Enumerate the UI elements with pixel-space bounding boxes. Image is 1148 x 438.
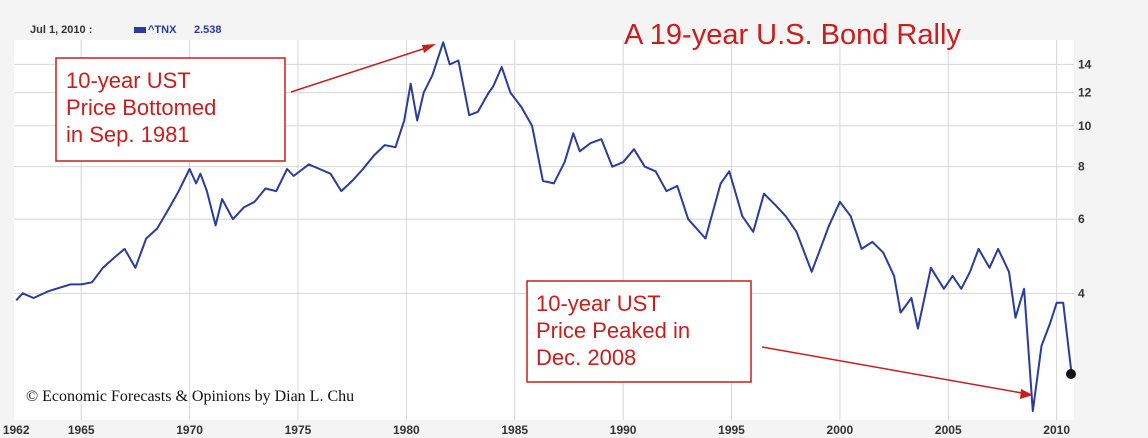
arrowhead-peak-icon — [1020, 389, 1033, 399]
x-tick-label: 1990 — [610, 423, 637, 437]
x-tick-label: 1962 — [3, 423, 30, 437]
y-tick-label: 12 — [1078, 86, 1092, 100]
x-tick-label: 2000 — [827, 423, 854, 437]
y-tick-label: 4 — [1078, 286, 1085, 300]
x-tick-label: 1965 — [68, 423, 95, 437]
annotation-bottom-line-3: in Sep. 1981 — [66, 122, 190, 147]
legend-series-label: ^TNX — [148, 24, 177, 36]
chart-title: A 19-year U.S. Bond Rally — [624, 19, 961, 51]
y-axis-ticks: 4 6 8 10 12 14 — [1078, 57, 1092, 300]
series-line-tnx — [15, 41, 1073, 413]
x-tick-label: 1995 — [718, 423, 745, 437]
annotation-arrow-peak — [761, 346, 1023, 394]
annotation-arrow-bottom — [290, 47, 427, 93]
y-tick-label: 10 — [1078, 119, 1092, 133]
credit-text: © Economic Forecasts & Opinions by Dian … — [26, 388, 354, 405]
annotation-box-bottom — [55, 57, 286, 162]
legend-last-value: 2.538 — [194, 24, 222, 36]
x-tick-label: 1980 — [393, 423, 420, 437]
annotation-peak-line-1: 10-year UST — [536, 291, 661, 316]
annotation-bottom-line-2: Price Bottomed — [66, 95, 216, 120]
y-tick-label: 6 — [1078, 212, 1085, 226]
x-tick-label: 1975 — [285, 423, 312, 437]
x-tick-label: 2010 — [1043, 423, 1070, 437]
legend-swatch — [134, 27, 146, 33]
series-lines — [15, 41, 1073, 413]
annotation-bottom-line-1: 10-year UST — [66, 68, 191, 93]
last-value-marker — [1066, 369, 1076, 379]
x-tick-label: 1985 — [501, 423, 528, 437]
header-date: Jul 1, 2010 : — [30, 24, 92, 36]
x-tick-label: 1970 — [176, 423, 203, 437]
y-tick-label: 8 — [1078, 160, 1085, 174]
y-tick-label: 14 — [1078, 57, 1092, 71]
arrowhead-bottom-icon — [422, 44, 436, 53]
x-tick-label: 2005 — [935, 423, 962, 437]
annotation-box-peak — [526, 280, 752, 383]
x-axis-ticks: 1962 1965 1970 1975 1980 1985 1990 1995 2000 2005… — [3, 423, 1071, 437]
annotation-peak-line-3: Dec. 2008 — [536, 345, 636, 370]
annotation-peak-line-2: Price Peaked in — [536, 318, 690, 343]
